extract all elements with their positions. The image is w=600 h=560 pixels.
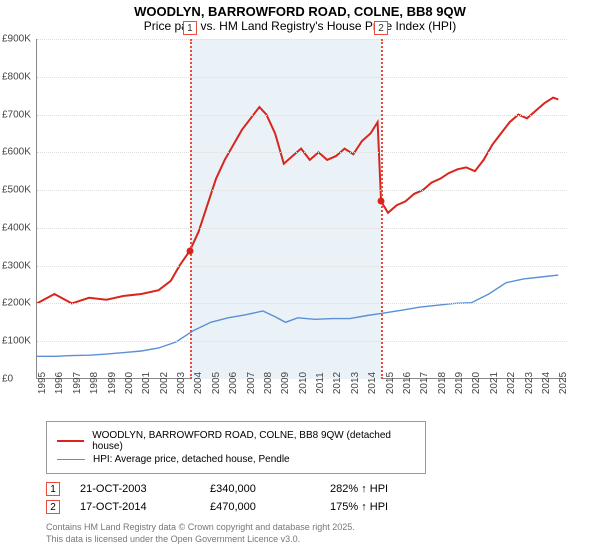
transaction-row: 2 17-OCT-2014 £470,000 175% ↑ HPI: [46, 500, 600, 514]
x-tick-label: 2008: [263, 372, 274, 394]
transaction-price: £470,000: [210, 501, 330, 513]
legend-item-hpi: HPI: Average price, detached house, Pend…: [57, 454, 415, 465]
footer-licence: This data is licensed under the Open Gov…: [46, 534, 600, 546]
y-tick-label: £600K: [2, 147, 32, 158]
chart-title: WOODLYN, BARROWFORD ROAD, COLNE, BB8 9QW: [0, 0, 600, 19]
x-tick-label: 2000: [124, 372, 135, 394]
x-tick-label: 2014: [367, 372, 378, 394]
transaction-date: 21-OCT-2003: [80, 483, 210, 495]
y-tick-label: £0: [2, 374, 32, 385]
transactions-table: 1 21-OCT-2003 £340,000 282% ↑ HPI 2 17-O…: [46, 482, 600, 514]
transaction-price: £340,000: [210, 483, 330, 495]
x-tick-label: 2015: [385, 372, 396, 394]
x-tick-label: 1998: [89, 372, 100, 394]
y-tick-label: £900K: [2, 34, 32, 45]
transaction-hpi: 175% ↑ HPI: [330, 501, 388, 513]
x-tick-label: 2016: [402, 372, 413, 394]
y-tick-label: £200K: [2, 298, 32, 309]
line-svg: [37, 39, 567, 379]
x-tick-label: 2009: [280, 372, 291, 394]
x-tick-label: 2011: [315, 372, 326, 394]
x-tick-label: 2018: [437, 372, 448, 394]
sale-marker: 1: [183, 21, 197, 35]
transaction-date: 17-OCT-2014: [80, 501, 210, 513]
x-tick-label: 2017: [419, 372, 430, 394]
legend-swatch-hpi: [57, 459, 85, 460]
y-tick-label: £700K: [2, 109, 32, 120]
footer: Contains HM Land Registry data © Crown c…: [46, 522, 600, 545]
x-tick-label: 2010: [298, 372, 309, 394]
y-tick-label: £100K: [2, 336, 32, 347]
legend-item-price: WOODLYN, BARROWFORD ROAD, COLNE, BB8 9QW…: [57, 430, 415, 452]
x-tick-label: 2024: [541, 372, 552, 394]
transaction-marker: 2: [46, 500, 60, 514]
transaction-marker: 1: [46, 482, 60, 496]
x-tick-label: 2002: [159, 372, 170, 394]
x-tick-label: 1996: [54, 372, 65, 394]
legend-label-price: WOODLYN, BARROWFORD ROAD, COLNE, BB8 9QW…: [92, 430, 415, 452]
transaction-hpi: 282% ↑ HPI: [330, 483, 388, 495]
x-tick-label: 2013: [350, 372, 361, 394]
x-tick-label: 2001: [141, 372, 152, 394]
x-tick-label: 2025: [558, 372, 569, 394]
footer-copyright: Contains HM Land Registry data © Crown c…: [46, 522, 600, 534]
y-tick-label: £300K: [2, 260, 32, 271]
x-tick-label: 2021: [489, 372, 500, 394]
x-tick-label: 2023: [524, 372, 535, 394]
plot-region: 1995199619971998199920002001200220032004…: [36, 39, 566, 379]
x-tick-label: 1999: [107, 372, 118, 394]
x-tick-label: 2005: [211, 372, 222, 394]
legend-swatch-price: [57, 440, 84, 442]
x-tick-label: 1997: [72, 372, 83, 394]
x-tick-label: 2020: [471, 372, 482, 394]
y-tick-label: £800K: [2, 71, 32, 82]
y-tick-label: £400K: [2, 222, 32, 233]
transaction-row: 1 21-OCT-2003 £340,000 282% ↑ HPI: [46, 482, 600, 496]
x-tick-label: 2012: [332, 372, 343, 394]
x-tick-label: 2006: [228, 372, 239, 394]
chart-subtitle: Price paid vs. HM Land Registry's House …: [0, 19, 600, 39]
legend: WOODLYN, BARROWFORD ROAD, COLNE, BB8 9QW…: [46, 421, 426, 474]
x-tick-label: 2022: [506, 372, 517, 394]
chart-area: 1995 1996 1997 1998 1999 2000 2001 2002 2003 2004…: [36, 39, 596, 399]
x-tick-label: 2019: [454, 372, 465, 394]
x-tick-label: 2003: [176, 372, 187, 394]
x-tick-label: 2004: [193, 372, 204, 394]
sale-marker: 2: [374, 21, 388, 35]
x-tick-label: 2007: [246, 372, 257, 394]
x-tick-label: 1995: [37, 372, 48, 394]
legend-label-hpi: HPI: Average price, detached house, Pend…: [93, 454, 290, 465]
y-tick-label: £500K: [2, 185, 32, 196]
